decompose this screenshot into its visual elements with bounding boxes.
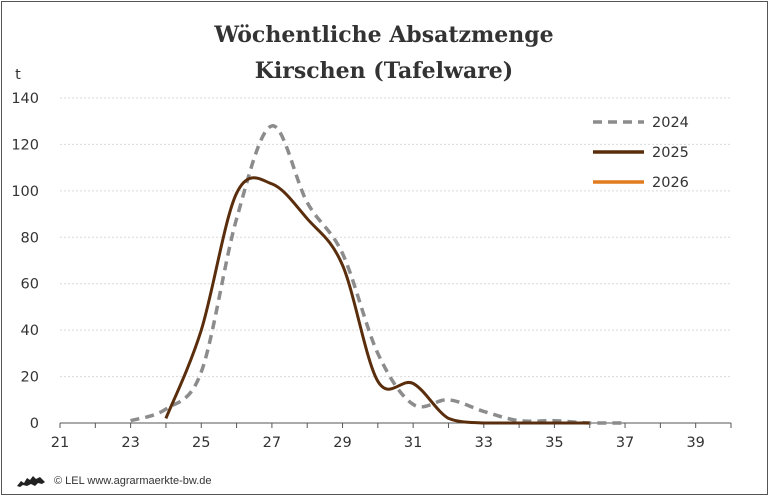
x-tick-label: 21 [51,435,69,451]
y-tick-label: 20 [21,370,39,386]
legend-label-2024: 2024 [652,115,689,131]
x-tick-label: 31 [404,435,422,451]
lion-logo-icon [17,476,45,487]
x-tick-label: 33 [475,435,493,451]
x-tick-label: 37 [616,435,634,451]
grid-lines [60,97,731,378]
footer-text: © LEL www.agrarmaerkte-bw.de [54,475,212,487]
x-tick-label: 39 [686,435,704,451]
x-tick-label: 35 [545,435,563,451]
series-line-2025 [164,176,590,425]
series-lines [130,124,626,425]
legend: 2024 2025 2026 [593,115,689,191]
y-axis-unit: t [15,67,21,83]
chart-title-line: Wöchentliche Absatzmenge [213,22,553,48]
y-tick-label: 80 [21,230,39,246]
footer: © LEL www.agrarmaerkte-bw.de [16,474,212,488]
x-tick-label: 29 [333,435,351,451]
y-tick-label: 0 [30,416,39,432]
x-tick-label: 25 [192,435,210,451]
x-tick-label: 27 [263,435,281,451]
chart-title-line: Kirschen (Tafelware) [255,58,513,84]
y-tick-label: 40 [21,323,39,339]
y-tick-label: 120 [11,137,39,153]
legend-label-2026: 2026 [652,175,689,191]
y-tick-label: 60 [21,277,39,293]
axes: 0 20 40 60 80 100 120 140 t 21 23 25 27 29 31 33 35 37 39 [11,67,732,451]
x-tick-label: 23 [121,435,139,451]
legend-label-2025: 2025 [652,145,689,161]
y-tick-label: 140 [11,91,39,107]
series-line-2024 [130,124,626,425]
y-tick-label: 100 [11,184,39,200]
chart-title: Wöchentliche Absatzmenge Kirschen (Tafelw… [213,22,553,84]
